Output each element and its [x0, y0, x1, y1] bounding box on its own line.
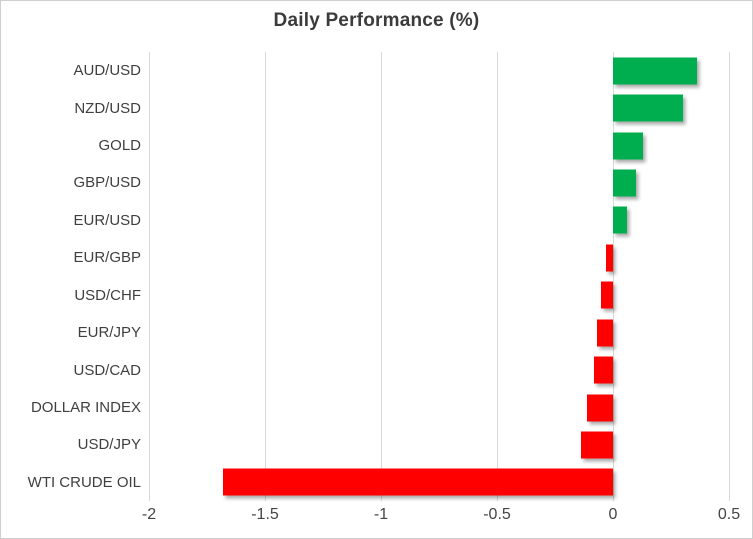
- gridline: [265, 52, 266, 501]
- category-label: GOLD: [98, 137, 141, 155]
- category-axis-labels: AUD/USD NZD/USD GOLD GBP/USD EUR/USD EUR/GBP U…: [1, 52, 141, 501]
- category-label: DOLLAR INDEX: [30, 399, 141, 416]
- category-label: NZD/USD: [74, 99, 141, 117]
- category-label: EUR/JPY: [77, 324, 141, 342]
- x-axis-tick-label: -2: [141, 506, 157, 523]
- negative-bar: [580, 431, 613, 459]
- positive-bar: [613, 169, 637, 197]
- negative-bar: [587, 394, 613, 421]
- positive-bar: [613, 206, 627, 234]
- category-label: GBP/USD: [73, 174, 141, 192]
- negative-bar: [601, 281, 613, 309]
- category-label: WTI CRUDE OIL: [27, 473, 141, 491]
- bar-row: [149, 389, 729, 426]
- positive-bar: [613, 132, 644, 160]
- bar-row: [149, 164, 729, 201]
- gridline: [381, 52, 382, 501]
- category-label: USD/CAD: [73, 361, 141, 379]
- bar-row: [149, 52, 729, 89]
- plot-area: [149, 52, 730, 501]
- x-axis-tick-label: 0: [608, 506, 618, 523]
- positive-bar: [613, 57, 697, 85]
- bar-row: [149, 277, 729, 314]
- bar-row: [149, 464, 729, 501]
- gridline: [613, 52, 614, 501]
- category-label: EUR/GBP: [73, 249, 141, 267]
- bar-row: [149, 351, 729, 388]
- bar-row: [149, 89, 729, 126]
- gridline: [729, 52, 730, 501]
- category-label: AUD/USD: [73, 62, 141, 80]
- negative-bar: [606, 244, 613, 272]
- negative-bar: [596, 319, 613, 347]
- x-axis-tick-label: -1.5: [251, 506, 279, 523]
- negative-bar: [594, 356, 613, 384]
- x-axis-tick-labels: -2 -1.5 -1 -0.5 0 0.5: [142, 506, 740, 530]
- chart-title: Daily Performance (%): [273, 10, 480, 31]
- bar-row: [149, 127, 729, 164]
- bar-row: [149, 426, 729, 463]
- gridline: [149, 52, 150, 501]
- bar-row: [149, 202, 729, 239]
- negative-bar: [223, 468, 613, 496]
- bar-row: [149, 314, 729, 351]
- x-axis-tick-label: -0.5: [483, 506, 511, 523]
- bar-row: [149, 239, 729, 276]
- x-axis-tick-label: 0.5: [717, 506, 741, 523]
- bar-rows: [149, 52, 729, 501]
- gridline: [497, 52, 498, 501]
- x-axis-tick-label: -1: [373, 506, 389, 523]
- category-label: EUR/USD: [73, 211, 141, 229]
- category-label: USD/JPY: [77, 436, 141, 454]
- positive-bar: [613, 94, 683, 122]
- category-label: USD/CHF: [74, 286, 141, 304]
